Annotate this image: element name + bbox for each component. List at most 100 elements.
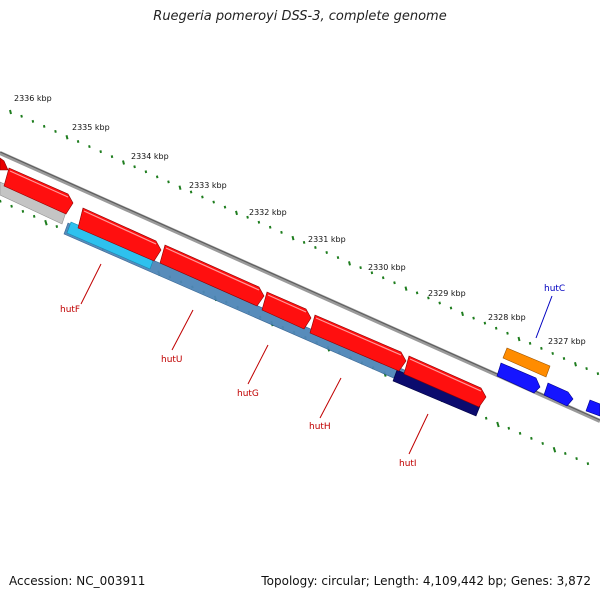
gene-label-huth: hutH	[309, 422, 331, 432]
inner-scale-tick	[484, 416, 488, 420]
outer-scale-ticks	[9, 109, 600, 376]
outer-scale-tick	[178, 185, 182, 190]
outer-scale-tick	[9, 109, 12, 115]
outer-scale-tick	[404, 286, 408, 291]
outer-scale-tick	[167, 180, 170, 184]
outer-scale-tick	[449, 306, 453, 310]
outer-scale-tick	[528, 341, 532, 345]
inner-scale-tick	[507, 426, 511, 430]
outer-scale-tick	[42, 124, 46, 128]
outer-scale-tick	[133, 165, 136, 169]
blue-gene-1	[496, 362, 541, 394]
outer-scale-tick	[20, 114, 23, 118]
red-gene-highlights	[9, 170, 482, 392]
scale-label: 2332 kbp	[249, 208, 287, 217]
scale-label: 2328 kbp	[488, 313, 526, 322]
inner-scale-tick	[552, 446, 557, 453]
outer-scale-tick	[155, 175, 159, 179]
gene-label-hutu: hutU	[161, 355, 183, 365]
outer-scale-tick	[76, 140, 80, 144]
outer-scale-tick	[483, 321, 487, 325]
gene-leader-lines	[80, 263, 553, 455]
inner-scale-tick	[10, 204, 13, 208]
outer-scale-tick	[472, 316, 475, 320]
inner-scale-tick	[586, 462, 590, 466]
scale-label: 2327 kbp	[548, 337, 586, 346]
red-gene-6	[309, 314, 407, 372]
genome-stats-text: Topology: circular; Length: 4,109,442 bp…	[261, 574, 591, 588]
inner-scale-tick	[32, 214, 36, 218]
scale-label: 2334 kbp	[131, 152, 169, 161]
outer-scale-tick	[65, 134, 69, 140]
outer-scale-tick	[302, 240, 306, 244]
inner-scale-tick	[518, 431, 522, 435]
outer-scale-tick	[110, 155, 114, 159]
red-gene-1	[0, 157, 9, 171]
outer-scale-tick	[268, 225, 272, 229]
scale-label: 2333 kbp	[189, 181, 227, 190]
inner-scale-tick	[496, 421, 500, 428]
red-gene-5	[261, 291, 312, 330]
outer-scale-tick	[291, 235, 295, 241]
outer-scale-tick	[99, 150, 102, 154]
gene-label-huti: hutI	[399, 459, 417, 469]
scale-label: 2330 kbp	[368, 263, 406, 272]
gene-label-hutc: hutC	[544, 284, 565, 294]
outer-scale-tick	[506, 331, 509, 335]
outer-scale-tick	[585, 367, 588, 371]
outer-scale-tick	[31, 119, 35, 123]
outer-scale-tick	[314, 245, 317, 249]
outer-scale-tick	[494, 326, 498, 330]
outer-scale-tick	[246, 215, 249, 219]
accession-text: Accession: NC_003911	[9, 574, 146, 588]
outer-scale-tick	[54, 129, 57, 133]
gene-labels: hutF hutU hutG hutH hutI hutC	[60, 284, 565, 469]
outer-scale-tick	[189, 190, 193, 194]
gene-label-hutg: hutG	[237, 389, 259, 399]
outer-scale-tick	[201, 195, 204, 199]
outer-scale-tick	[336, 256, 340, 260]
outer-scale-tick	[540, 346, 543, 350]
scale-label: 2335 kbp	[72, 123, 110, 132]
outer-scale-tick	[370, 271, 374, 275]
outer-scale-tick	[393, 281, 396, 285]
blue-gene-3	[585, 399, 600, 417]
outer-scale-tick	[212, 200, 215, 204]
scale-label: 2331 kbp	[308, 235, 346, 244]
red-gene-2	[3, 167, 74, 215]
map-title: Ruegeria pomeroyi DSS-3, complete genome	[153, 9, 447, 24]
outer-scale-tick	[88, 145, 91, 149]
outer-scale-tick	[381, 276, 385, 280]
outer-scale-tick	[415, 291, 419, 295]
outer-scale-tick	[359, 266, 362, 270]
outer-scale-tick	[574, 362, 577, 367]
inner-scale-tick	[530, 436, 533, 440]
outer-scale-tick	[348, 261, 351, 266]
outer-scale-tick	[257, 220, 261, 224]
outer-scale-tick	[325, 251, 328, 255]
orange-gene-hutc	[502, 347, 551, 378]
outer-scale-tick	[427, 296, 430, 300]
blue-gene-2	[543, 382, 574, 407]
inner-scale-tick	[541, 441, 544, 445]
inner-scale-tick	[44, 219, 48, 226]
gene-label-hutf: hutF	[60, 305, 80, 315]
scale-label: 2329 kbp	[428, 289, 466, 298]
outer-scale-tick	[517, 336, 521, 342]
inner-scale-tick	[564, 452, 567, 456]
scale-labels: 2336 kbp 2335 kbp 2334 kbp 2333 kbp 2332 kbp…	[14, 94, 586, 346]
outer-scale-tick	[235, 210, 238, 216]
outer-scale-tick	[144, 170, 148, 174]
red-gene-3	[77, 207, 162, 262]
inner-scale-tick	[0, 199, 2, 203]
inner-scale-tick	[575, 457, 578, 461]
outer-scale-tick	[122, 160, 125, 165]
inner-scale-tick	[21, 209, 25, 213]
outer-scale-tick	[551, 351, 554, 355]
outer-scale-tick	[223, 205, 227, 209]
red-gene-7	[403, 355, 487, 408]
red-gene-4	[159, 244, 265, 307]
outer-scale-tick	[280, 230, 283, 234]
scale-label: 2336 kbp	[14, 94, 52, 103]
